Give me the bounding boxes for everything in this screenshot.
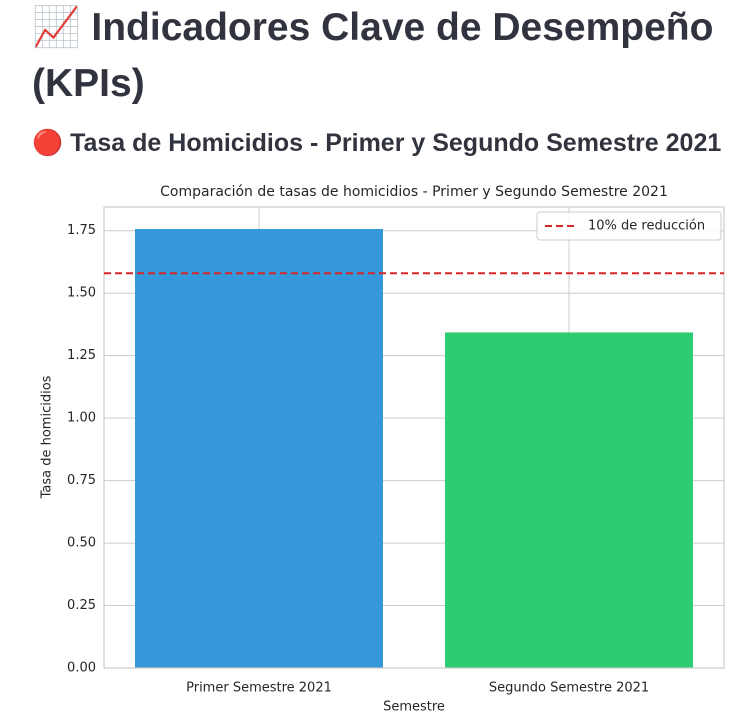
legend-box xyxy=(536,211,722,241)
section-title: 🔴 Tasa de Homicidios - Primer y Segundo … xyxy=(32,129,722,157)
y-tick-label: 1.75 xyxy=(67,223,96,238)
y-tick-label: 1.00 xyxy=(67,411,96,426)
y-tick-label: 0.00 xyxy=(67,661,96,676)
y-tick-label: 0.25 xyxy=(67,598,96,613)
bar xyxy=(445,332,693,668)
bar xyxy=(135,228,383,668)
plot-frame xyxy=(103,206,725,669)
x-tick-label: Primer Semestre 2021 xyxy=(186,681,332,696)
x-tick-label: Segundo Semestre 2021 xyxy=(489,681,649,696)
chart-title: Comparación de tasas de homicidios - Pri… xyxy=(160,184,668,200)
x-axis-label: Semestre xyxy=(383,700,445,715)
chart: Comparación de tasas de homicidios - Pri… xyxy=(40,184,725,715)
page-title: 📈 Indicadores Clave de Desempeño (KPIs) xyxy=(32,6,714,105)
y-tick-label: 0.50 xyxy=(67,536,96,551)
y-tick-label: 0.75 xyxy=(67,473,96,488)
y-tick-label: 1.25 xyxy=(67,348,96,363)
y-tick-label: 1.50 xyxy=(67,286,96,301)
legend-label: 10% de reducción xyxy=(588,219,705,234)
y-axis-label: Tasa de homicidios xyxy=(40,375,55,499)
